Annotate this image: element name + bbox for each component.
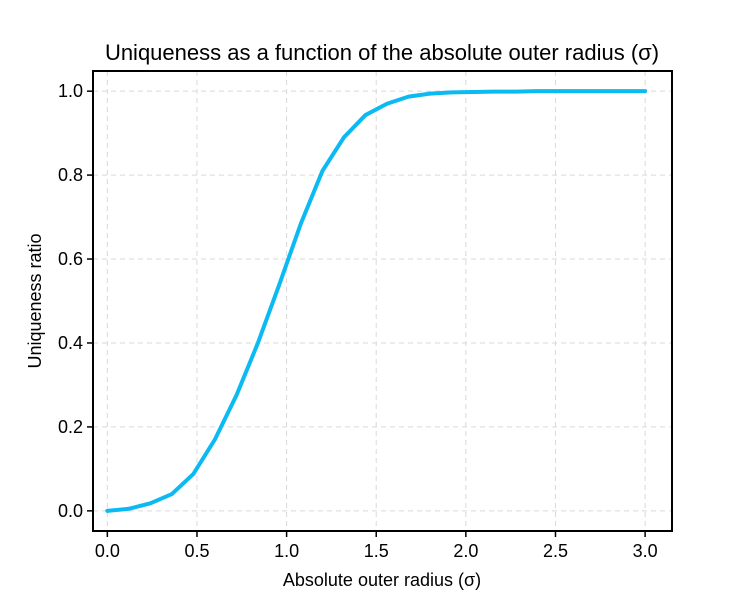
y-tick-label: 0.8 xyxy=(58,165,83,185)
axes-ticks: 0.0 0.5 1.0 1.5 2.0 2.5 3.0 0.0 0.2 0.4 0.6 0.8 1.0 xyxy=(58,81,658,561)
y-tick-label: 0.6 xyxy=(58,249,83,269)
grid xyxy=(93,71,672,531)
x-tick-label: 2.0 xyxy=(453,541,478,561)
y-tick-label: 0.4 xyxy=(58,333,83,353)
y-tick-label: 0.0 xyxy=(58,501,83,521)
y-tick-label: 1.0 xyxy=(58,81,83,101)
x-axis-label: Absolute outer radius (σ) xyxy=(283,570,481,590)
plot-area xyxy=(105,89,648,513)
x-tick-label: 1.5 xyxy=(364,541,389,561)
y-axis-label: Uniqueness ratio xyxy=(25,233,45,368)
x-tick-label: 3.0 xyxy=(633,541,658,561)
series-line xyxy=(105,89,648,513)
y-tick-label: 0.2 xyxy=(58,417,83,437)
x-tick-label: 0.0 xyxy=(95,541,120,561)
x-tick-label: 1.0 xyxy=(274,541,299,561)
chart-title: Uniqueness as a function of the absolute… xyxy=(105,40,659,65)
plot-frame xyxy=(92,70,673,532)
x-tick-label: 0.5 xyxy=(184,541,209,561)
x-tick-label: 2.5 xyxy=(543,541,568,561)
